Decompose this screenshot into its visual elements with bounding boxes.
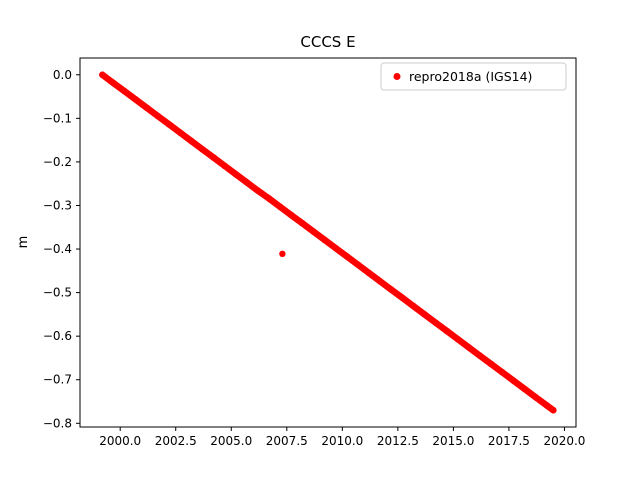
data-point: [487, 360, 495, 368]
data-point: [321, 236, 328, 244]
data-point: [465, 344, 473, 351]
x-tick-label: 2020.0: [543, 434, 585, 448]
axis-ticks: 2000.0 2002.5 2005.0 2007.5 2010.0 2012.5 2015…: [43, 68, 586, 448]
data-point: [243, 179, 251, 186]
data-point: [421, 311, 428, 318]
chart-title: CCCS E: [300, 33, 355, 51]
x-tick-label: 2005.0: [210, 434, 252, 448]
data-point: [543, 402, 550, 409]
y-tick-label: −0.5: [43, 286, 72, 300]
legend-marker-icon: [393, 73, 401, 80]
data-point: [343, 253, 351, 260]
data-point: [254, 187, 262, 194]
scatter-series: [99, 71, 557, 414]
data-point: [476, 352, 484, 360]
x-tick-label: 2015.0: [432, 434, 474, 448]
legend-box: [380, 62, 567, 91]
x-tick-label: 2012.5: [377, 434, 419, 448]
data-point: [276, 203, 284, 211]
data-point: [310, 228, 317, 235]
data-point: [387, 286, 395, 293]
data-point: [354, 261, 362, 269]
data-point: [99, 71, 106, 79]
data-point: [510, 377, 517, 384]
data-point: [121, 88, 128, 95]
data-point: [376, 278, 384, 285]
data-point: [299, 220, 306, 227]
data-point: [143, 104, 151, 112]
x-tick-label: 2000.0: [99, 434, 141, 448]
data-point: [365, 269, 373, 277]
y-tick-label: −0.2: [43, 155, 72, 169]
data-point: [188, 137, 195, 145]
y-axis-label: m: [16, 236, 31, 249]
y-tick-label: −0.7: [43, 373, 72, 387]
data-point: [332, 244, 340, 252]
data-point: [232, 170, 239, 178]
data-point: [165, 121, 173, 128]
y-tick-label: −0.3: [43, 198, 72, 212]
data-point: [287, 211, 295, 219]
data-point: [265, 195, 273, 202]
data-point: [550, 406, 557, 414]
data-point: [443, 327, 451, 335]
data-point: [454, 335, 462, 343]
data-point: [110, 79, 117, 87]
y-tick-label: 0.0: [53, 68, 72, 82]
data-point: [154, 112, 162, 120]
plot-area: [79, 57, 577, 428]
data-point: [221, 162, 228, 170]
legend-label: repro2018a (IGS14): [409, 69, 532, 84]
y-tick-label: −0.8: [43, 416, 72, 430]
data-point: [532, 393, 539, 401]
data-point: [499, 369, 506, 376]
x-tick-label: 2010.0: [321, 434, 363, 448]
outlier-point: [279, 250, 286, 257]
data-point: [432, 319, 439, 327]
data-point: [399, 294, 406, 302]
data-point: [132, 96, 140, 103]
data-point: [210, 154, 217, 161]
data-point: [410, 302, 417, 310]
y-tick-label: −0.1: [43, 111, 72, 125]
y-tick-label: −0.6: [43, 329, 72, 343]
data-point: [176, 129, 184, 136]
x-tick-label: 2007.5: [266, 434, 308, 448]
data-point: [199, 146, 206, 153]
y-tick-label: −0.4: [43, 242, 72, 256]
x-tick-label: 2002.5: [155, 434, 197, 448]
legend: repro2018a (IGS14): [380, 62, 567, 91]
data-point: [521, 385, 528, 393]
x-tick-label: 2017.5: [488, 434, 530, 448]
